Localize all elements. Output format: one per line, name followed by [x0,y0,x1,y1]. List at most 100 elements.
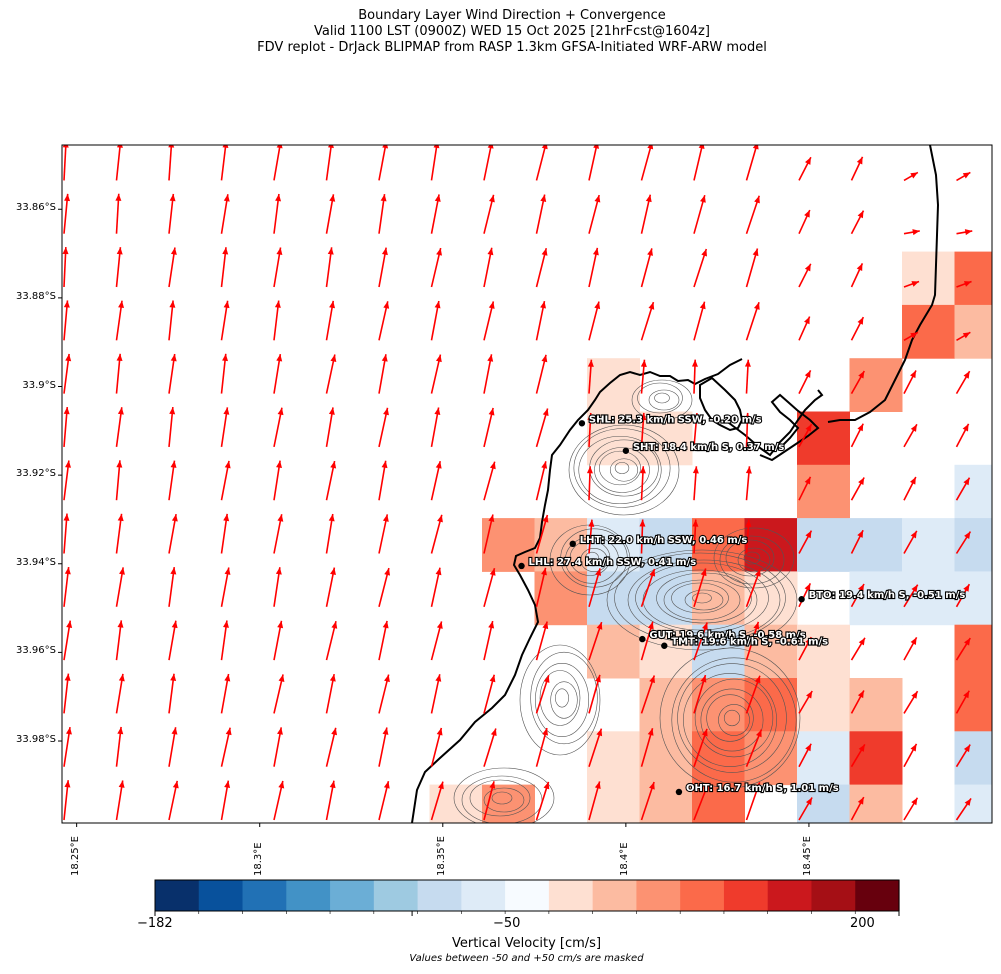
station-label: TMT: 19.6 km/h S, -0.61 m/s [671,637,828,648]
station-dot [661,642,668,649]
wind-arrow [220,567,231,607]
wind-arrow [325,354,337,394]
velocity-cell [954,784,992,823]
wind-arrow [798,530,813,554]
wind-arrow [588,568,602,608]
harbour-breakwater [699,376,824,457]
wind-arrow [325,727,338,767]
lon-tick-label: 18.35°E [435,836,447,876]
wind-arrow [535,781,550,821]
wind-arrow [430,194,441,234]
wind-arrow [378,674,390,714]
wind-arrow [798,369,812,394]
wind-arrow [168,353,177,394]
wind-arrow [273,674,285,714]
wind-arrow [220,300,230,341]
wind-arrow [168,193,176,234]
velocity-cell [429,784,483,823]
terrain-contour [609,458,639,482]
wind-arrow [693,674,707,714]
wind-arrow [430,567,442,607]
terrain-contour [737,547,771,573]
wind-arrow [273,567,282,607]
velocity-cell [692,624,745,679]
wind-arrow [325,673,336,714]
colorbar-title: Vertical Velocity [cm/s] [451,936,602,951]
vertical-velocity-cells [429,251,992,823]
lat-tick-label: 33.88°S [16,290,56,302]
lat-tick-label: 33.9°S [22,379,56,391]
wind-arrow [220,620,229,661]
velocity-cell [902,571,955,626]
terrain-contour [530,651,598,745]
wind-arrow [850,529,864,554]
wind-arrow [378,780,390,821]
wind-arrow [535,621,549,661]
wind-arrow [693,145,705,181]
wind-arrow [273,247,283,288]
wind-arrow [850,690,865,714]
wind-arrow [535,194,547,234]
wind-arrow [955,423,970,448]
station-label: BTO: 19.4 km/h S, -0.51 m/s [809,590,966,601]
wind-arrow [640,675,656,714]
wind-arrow [903,743,918,768]
wind-arrow [850,423,864,448]
wind-arrow [850,263,864,288]
wind-arrow [63,673,71,714]
colorbar-swatch [723,880,769,911]
velocity-cell [849,731,903,786]
velocity-cell [587,624,640,679]
wind-arrow [639,519,646,554]
wind-arrow [168,300,176,341]
velocity-cell [744,731,798,786]
terrain-contour [627,559,781,641]
lat-tick-label: 33.86°S [16,202,56,214]
wind-arrow [325,460,337,501]
terrain-contour [743,551,761,565]
wind-arrow [430,621,443,661]
wind-arrow [63,406,70,447]
station-sht: SHT: 18.4 km/h S, 0.37 m/s [622,441,785,454]
wind-arrow [430,354,442,394]
wind-arrow [903,171,919,182]
colorbar-swatch [417,880,462,911]
wind-arrow [63,460,71,501]
chart-title: Boundary Layer Wind Direction + Converge… [0,8,1001,56]
wind-arrow [63,727,72,767]
lon-tick-label: 18.25°E [69,836,81,876]
wind-arrow [640,145,654,181]
wind-arrow [63,620,73,661]
wind-arrow [220,513,230,554]
wind-arrow [273,514,284,554]
velocity-cell [902,518,955,572]
wind-arrow [693,412,700,447]
terrain-contour [694,678,774,758]
colorbar-swatch [592,880,638,911]
station-tmt: TMT: 19.6 km/h S, -0.61 m/s [661,636,829,649]
wind-arrow [956,171,971,182]
colorbar-swatch [198,880,244,911]
coastline [411,145,940,823]
wind-arrow [273,460,282,501]
colorbar-swatch [242,880,287,911]
velocity-cell [797,678,850,732]
wind-arrow [273,145,283,181]
terrain-contour [718,704,750,736]
wind-arrow [586,466,593,501]
wind-arrow [693,622,708,661]
velocity-cell [587,411,640,466]
wind-arrow [693,782,710,821]
wind-arrow [745,675,761,714]
wind-arrows [62,145,973,821]
wind-arrow [63,353,72,394]
colorbar-swatch [373,880,419,911]
wind-arrow [325,300,336,341]
wind-arrow [955,583,971,608]
wind-arrow [693,568,707,608]
velocity-cell [744,571,798,626]
terrain-contour [635,562,769,634]
colorbar-swatch [505,880,550,911]
wind-arrow [535,408,549,448]
velocity-cell [639,518,693,572]
